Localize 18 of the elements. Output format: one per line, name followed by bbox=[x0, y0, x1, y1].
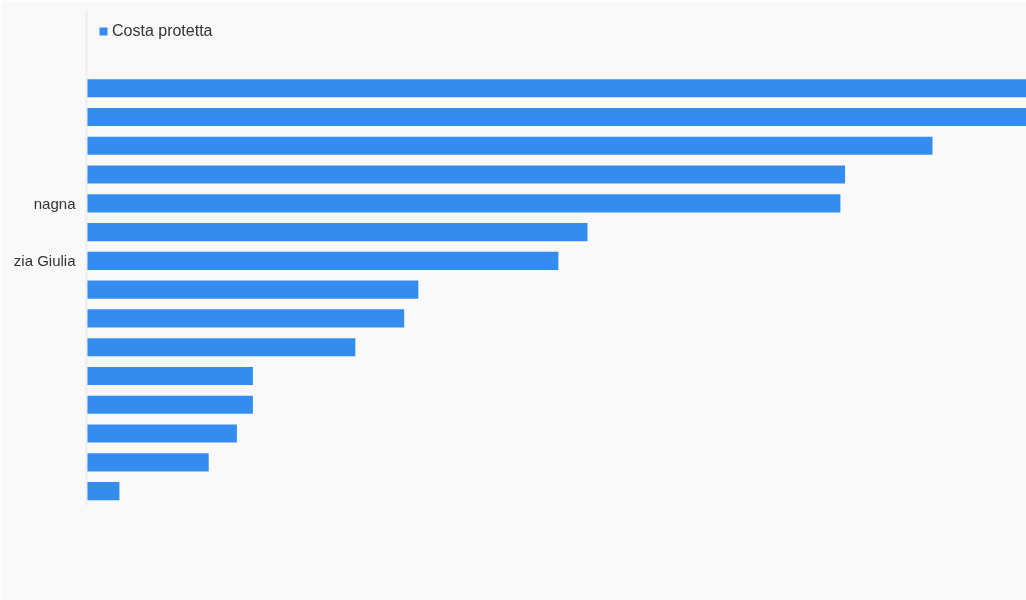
bar bbox=[86, 453, 209, 472]
bar bbox=[86, 280, 419, 299]
bar bbox=[86, 165, 846, 184]
bar bbox=[86, 424, 237, 443]
bar bbox=[86, 223, 588, 242]
legend-label: Costa protetta bbox=[112, 22, 213, 40]
bar bbox=[86, 395, 253, 414]
bar bbox=[86, 482, 120, 501]
bar bbox=[86, 107, 1026, 127]
bar bbox=[86, 251, 559, 270]
bar bbox=[86, 79, 1026, 98]
bar bbox=[86, 338, 356, 357]
y-tick-label: nagna bbox=[33, 194, 77, 212]
bar bbox=[86, 136, 933, 155]
bar bbox=[86, 309, 405, 328]
bar bbox=[86, 366, 253, 386]
y-tick-label: zia Giulia bbox=[13, 252, 77, 270]
bar bbox=[86, 194, 841, 213]
